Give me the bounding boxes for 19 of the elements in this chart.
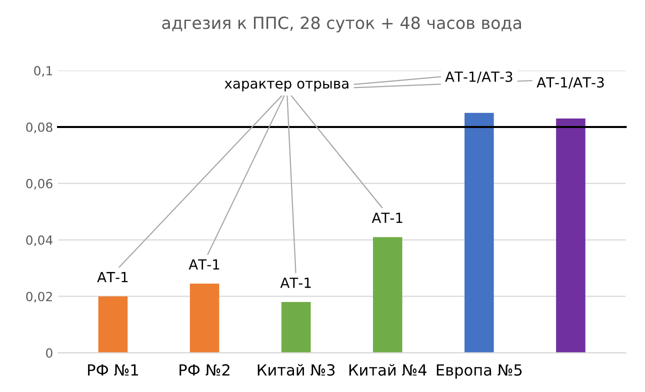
y-tick-label: 0 xyxy=(46,348,52,358)
x-tick-label: Европа №5 xyxy=(436,364,522,379)
data-label: АТ-1/АТ-3 xyxy=(445,71,512,84)
x-tick-label: РФ №2 xyxy=(180,364,230,376)
data-label: АТ-1 xyxy=(280,278,311,288)
x-tick-label: Китай №4 xyxy=(349,364,426,376)
data-label: АТ-1 xyxy=(97,272,128,282)
y-tick-label: 0,04 xyxy=(26,235,52,246)
annotation: характер отрыва xyxy=(224,80,348,92)
y-tick-label: 0,06 xyxy=(26,178,52,190)
data-label: АТ-1 xyxy=(372,212,402,223)
y-tick-label: 0,02 xyxy=(26,292,52,303)
data-label: АТ-1/АТ-3 xyxy=(536,77,604,89)
data-label: АТ-1 xyxy=(188,259,220,270)
x-tick-label: Китай №3 xyxy=(258,364,335,376)
x-tick-label: РФ №1 xyxy=(88,364,138,376)
y-tick-label: 0,08 xyxy=(26,122,52,134)
y-tick-label: 0,1 xyxy=(34,66,52,77)
chart-title: адгезия к ППС, 28 суток + 48 часов вода xyxy=(162,16,521,32)
